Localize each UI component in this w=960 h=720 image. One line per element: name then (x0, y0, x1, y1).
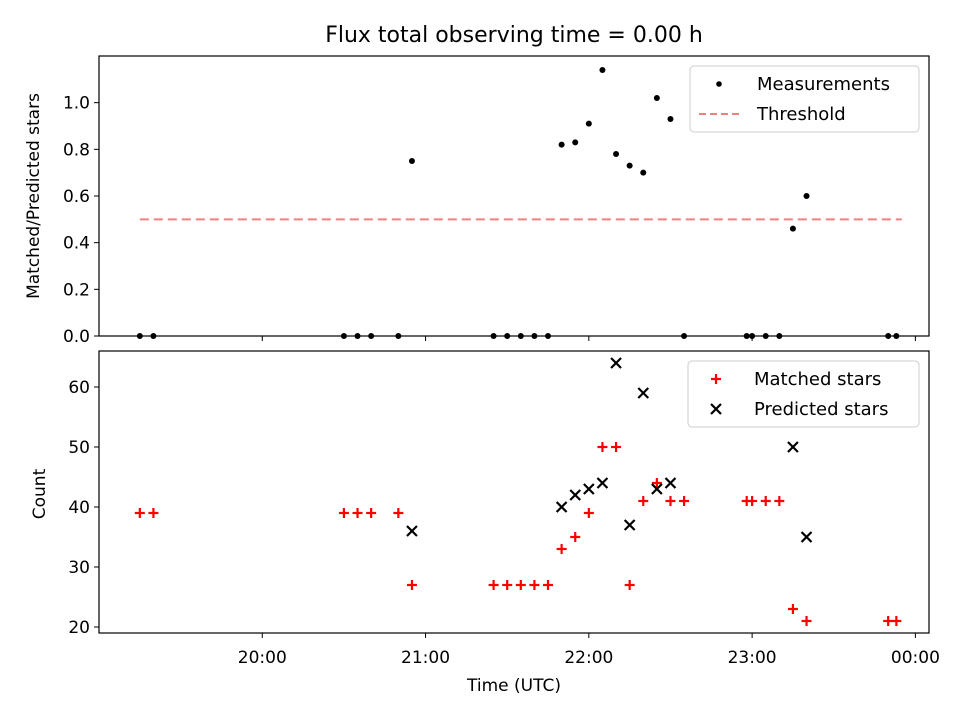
matched-stars-point (747, 496, 758, 506)
matched-stars-point (679, 496, 690, 506)
x-tick-label: 23:00 (728, 648, 777, 668)
matched-stars-point (406, 580, 417, 590)
bottom-y-tick-label: 30 (68, 558, 90, 578)
legend-measurements-label: Measurements (757, 74, 890, 95)
bottom-plot-area: 20 30 40 50 60 20:00 21:00 22:00 23:00 00:00 Mat… (68, 350, 940, 668)
x-tick-label: 20:00 (238, 648, 287, 668)
predicted-stars-point (651, 483, 663, 495)
bottom-y-tick-label: 50 (68, 438, 90, 458)
matched-stars-point (148, 508, 159, 518)
top-y-tick-label: 0.8 (63, 140, 90, 160)
top-plot-area: 0.0 0.2 0.4 0.6 0.8 1.0 Measurements Threshol… (63, 55, 930, 347)
legend-matched-marker (711, 374, 721, 384)
bottom-axes-frame (98, 350, 930, 634)
predicted-stars-point (555, 501, 568, 513)
matched-stars-point (556, 544, 567, 554)
legend-predicted-label: Predicted stars (754, 399, 888, 420)
top-y-tick-label: 1.0 (63, 94, 90, 114)
matched-stars-point (570, 532, 581, 542)
predicted-stars-point (583, 483, 595, 495)
top-y-tick-label: 0.6 (63, 187, 90, 207)
matched-stars-point (366, 508, 377, 518)
top-y-tick-label: 0.4 (63, 234, 90, 254)
predicted-stars-point (787, 441, 799, 453)
matched-stars-point (543, 580, 554, 590)
top-y-tick-label: 0.2 (63, 280, 90, 300)
predicted-stars-point (800, 531, 813, 543)
predicted-stars-point (406, 525, 418, 537)
matched-stars-point (801, 616, 812, 626)
matched-stars-point (393, 508, 404, 518)
x-axis-label: Time (UTC) (466, 676, 561, 696)
matched-stars-point (502, 580, 513, 590)
measurement-point (789, 225, 796, 232)
matched-stars-point (611, 442, 622, 452)
matched-stars-point (638, 496, 649, 506)
measurement-point (803, 193, 810, 199)
measurement-point (408, 158, 415, 164)
legend-predicted-marker (710, 403, 722, 415)
predicted-stars-point (610, 357, 622, 369)
measurement-point (626, 162, 633, 169)
measurement-point (653, 95, 660, 101)
legend-measurements-marker (716, 81, 722, 87)
top-legend: Measurements Threshold (689, 65, 920, 133)
matched-stars-point (583, 508, 594, 518)
matched-stars-point (651, 478, 662, 488)
legend-threshold-label: Threshold (756, 104, 846, 125)
legend-matched-label: Matched stars (754, 369, 881, 390)
predicted-stars-point (569, 489, 582, 501)
top-y-tick-label: 0.0 (63, 327, 90, 347)
top-y-axis-label: Matched/Predicted stars (24, 93, 44, 299)
bottom-y-tick-label: 40 (68, 498, 90, 518)
matched-stars-point (760, 496, 771, 506)
top-legend-box (689, 65, 920, 133)
predicted-stars-point (637, 387, 650, 399)
measurement-point (667, 116, 674, 122)
matched-stars-point (338, 508, 349, 518)
bottom-legend: Matched stars Predicted stars (687, 360, 920, 428)
matched-stars-point (134, 508, 145, 518)
matched-stars-point (352, 508, 363, 518)
x-tick-label: 22:00 (564, 648, 613, 668)
predicted-stars-point (596, 477, 609, 489)
predicted-stars-point (664, 477, 677, 489)
bottom-y-tick-label: 60 (68, 378, 90, 398)
predicted-stars-point (623, 519, 636, 531)
measurement-point (613, 151, 620, 157)
measurement-point (558, 141, 565, 148)
measurement-point (572, 139, 579, 146)
matched-stars-point (665, 496, 676, 506)
matched-stars-point (597, 442, 608, 452)
matched-stars-point (891, 616, 902, 626)
measurement-point (599, 67, 606, 73)
measurement-point (640, 169, 647, 176)
matched-stars-point (787, 604, 798, 614)
matched-stars-point (624, 580, 635, 590)
measurement-point (585, 120, 592, 127)
x-tick-label: 00:00 (891, 648, 940, 668)
matched-stars-point (529, 580, 540, 590)
matched-stars-point (515, 580, 526, 590)
bottom-y-tick-label: 20 (68, 618, 90, 638)
matched-stars-point (488, 580, 499, 590)
top-axes-frame (98, 55, 930, 337)
x-tick-label: 21:00 (401, 648, 450, 668)
matched-stars-point (774, 496, 785, 506)
chart-title: Flux total observing time = 0.00 h (325, 23, 703, 48)
bottom-legend-box (687, 360, 920, 428)
bottom-y-axis-label: Count (30, 468, 50, 519)
